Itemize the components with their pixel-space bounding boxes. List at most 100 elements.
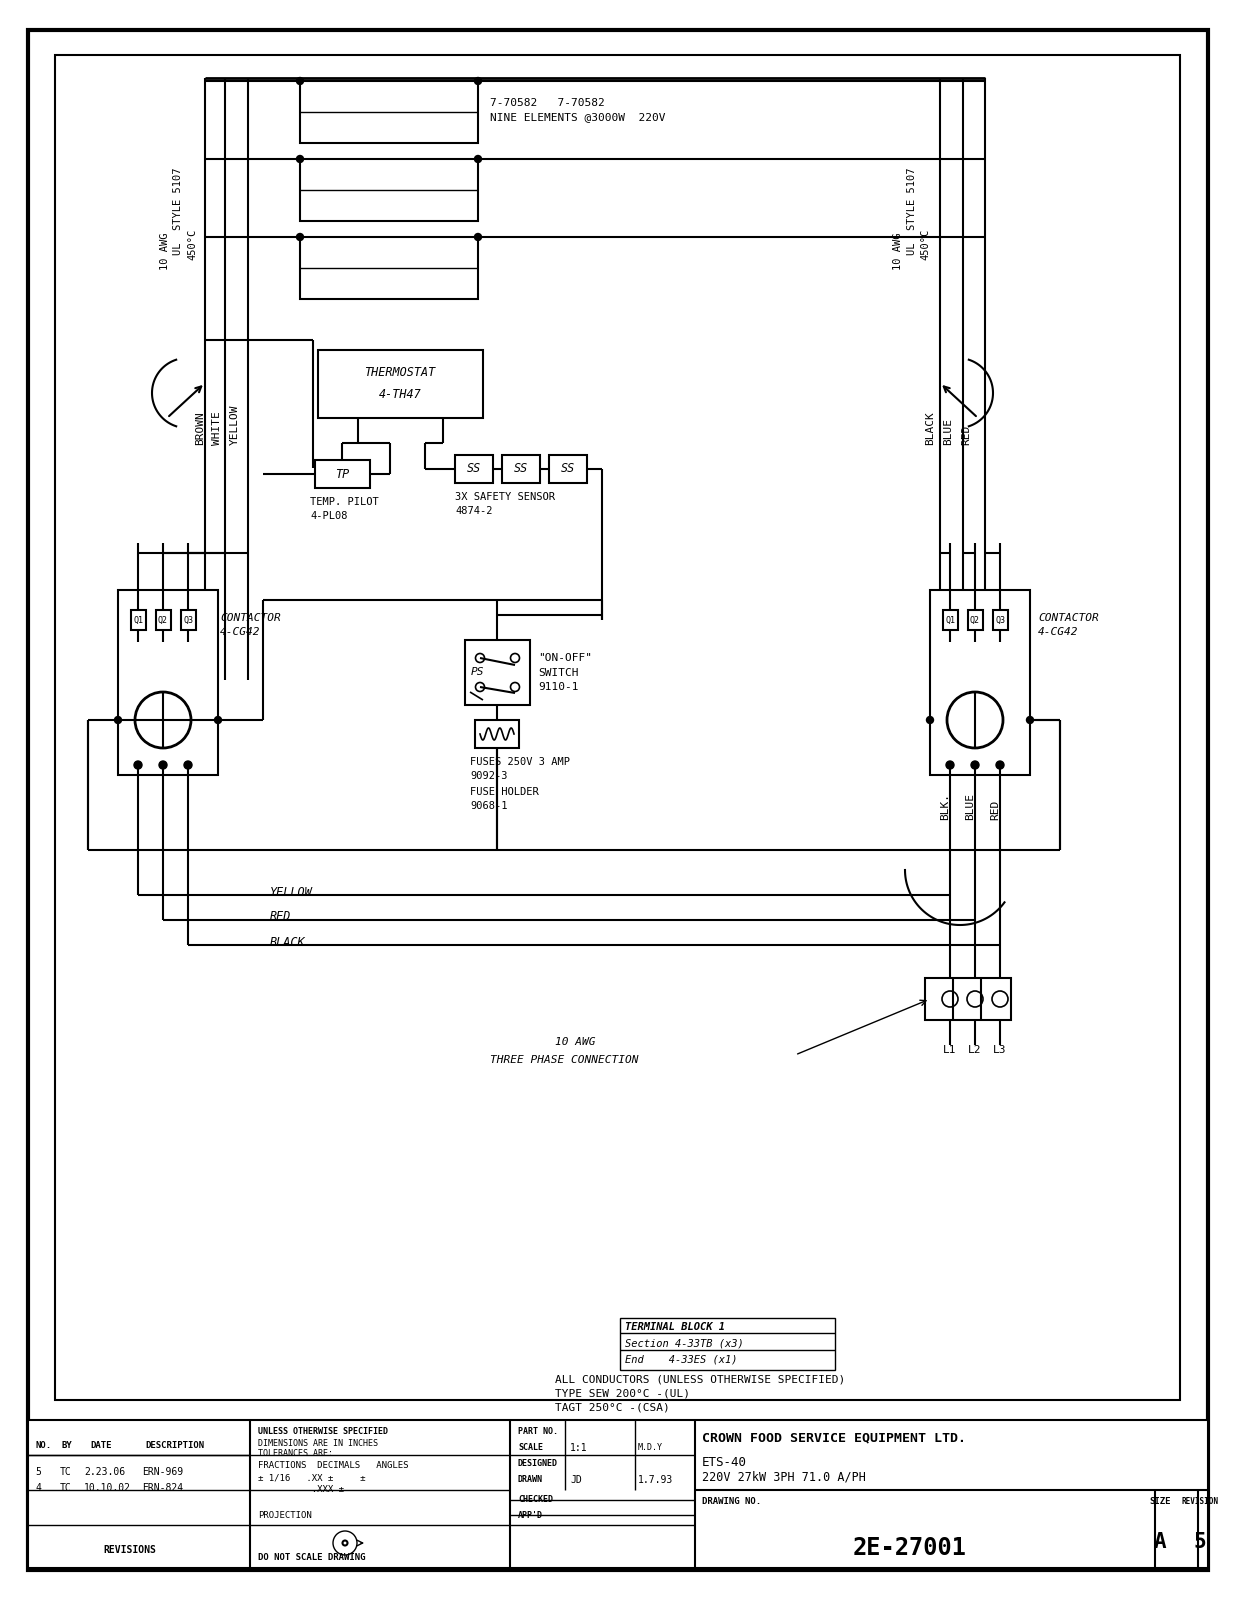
Text: Q3: Q3: [995, 616, 1004, 624]
Text: UL  STYLE 5107: UL STYLE 5107: [907, 168, 917, 254]
Text: BLACK: BLACK: [270, 936, 306, 949]
Text: SWITCH: SWITCH: [538, 669, 579, 678]
Bar: [925, 978, 1011, 1021]
Text: BLUE: BLUE: [965, 794, 975, 819]
Text: End    4-33ES (x1): End 4-33ES (x1): [625, 1354, 737, 1363]
Bar: [943, 610, 957, 630]
Text: APP'D: APP'D: [518, 1512, 543, 1520]
Bar: [181, 610, 195, 630]
Text: ERN-969: ERN-969: [142, 1467, 183, 1477]
Text: 10.10.02: 10.10.02: [84, 1483, 131, 1493]
Circle shape: [475, 234, 481, 240]
Bar: [475, 720, 520, 749]
Text: Section 4-33TB (x3): Section 4-33TB (x3): [625, 1338, 743, 1347]
Text: BROWN: BROWN: [195, 411, 205, 445]
Text: PART NO.: PART NO.: [518, 1427, 558, 1437]
Text: DESIGNED: DESIGNED: [518, 1459, 558, 1469]
Circle shape: [115, 717, 121, 723]
Bar: [549, 454, 588, 483]
Text: 1.7.93: 1.7.93: [638, 1475, 673, 1485]
Text: RED: RED: [270, 910, 292, 923]
Text: Q1: Q1: [134, 616, 143, 624]
Text: TC: TC: [61, 1467, 72, 1477]
Text: 450°C: 450°C: [187, 229, 197, 259]
Text: REVISION: REVISION: [1181, 1498, 1218, 1507]
Text: 7-70582   7-70582: 7-70582 7-70582: [490, 98, 605, 109]
Text: YELLOW: YELLOW: [270, 885, 313, 899]
Text: BLK.: BLK.: [940, 794, 950, 819]
Bar: [465, 640, 529, 706]
Text: L1: L1: [944, 1045, 956, 1054]
Text: 4874-2: 4874-2: [455, 506, 492, 515]
Bar: [301, 158, 477, 221]
Bar: [969, 610, 983, 630]
Circle shape: [297, 234, 303, 240]
Circle shape: [927, 717, 934, 723]
Bar: [301, 237, 477, 299]
Wedge shape: [163, 691, 190, 749]
Text: UNLESS OTHERWISE SPECIFIED: UNLESS OTHERWISE SPECIFIED: [259, 1427, 388, 1437]
Bar: [620, 1318, 835, 1370]
Text: PROJECTION: PROJECTION: [259, 1510, 312, 1520]
Text: CONTACTOR: CONTACTOR: [1038, 613, 1098, 622]
Text: L2: L2: [969, 1045, 982, 1054]
Text: BLACK: BLACK: [925, 411, 935, 445]
Text: TEMP. PILOT: TEMP. PILOT: [310, 498, 379, 507]
Text: BY: BY: [62, 1440, 73, 1450]
Text: 220V 27kW 3PH 71.0 A/PH: 220V 27kW 3PH 71.0 A/PH: [703, 1470, 866, 1483]
Text: ± 1/16   .XX ±     ±: ± 1/16 .XX ± ±: [259, 1474, 365, 1483]
Text: THREE PHASE CONNECTION: THREE PHASE CONNECTION: [490, 1054, 638, 1066]
Bar: [301, 82, 477, 142]
Text: TERMINAL BLOCK 1: TERMINAL BLOCK 1: [625, 1322, 725, 1331]
Circle shape: [343, 1541, 348, 1546]
Text: 9068-1: 9068-1: [470, 802, 507, 811]
Text: TP: TP: [335, 467, 349, 480]
Bar: [502, 454, 541, 483]
Text: 9092-3: 9092-3: [470, 771, 507, 781]
Circle shape: [1027, 717, 1033, 723]
Bar: [131, 610, 146, 630]
Text: .XXX ±: .XXX ±: [259, 1485, 344, 1494]
Text: RED: RED: [990, 800, 999, 819]
Text: "ON-OFF": "ON-OFF": [538, 653, 593, 662]
Text: CROWN FOOD SERVICE EQUIPMENT LTD.: CROWN FOOD SERVICE EQUIPMENT LTD.: [703, 1432, 966, 1445]
Text: NINE ELEMENTS @3000W  220V: NINE ELEMENTS @3000W 220V: [490, 112, 666, 122]
Bar: [318, 350, 482, 418]
Text: 4-TH47: 4-TH47: [379, 389, 422, 402]
Circle shape: [946, 762, 954, 770]
Circle shape: [475, 77, 481, 85]
Circle shape: [160, 762, 167, 770]
Text: NO.: NO.: [35, 1440, 51, 1450]
Text: ALL CONDUCTORS (UNLESS OTHERWISE SPECIFIED): ALL CONDUCTORS (UNLESS OTHERWISE SPECIFI…: [555, 1374, 845, 1386]
Text: ETS-40: ETS-40: [703, 1456, 747, 1469]
Text: 450°C: 450°C: [920, 229, 930, 259]
Bar: [315, 461, 370, 488]
Text: M.D.Y: M.D.Y: [638, 1443, 663, 1453]
Circle shape: [996, 762, 1004, 770]
Bar: [118, 590, 218, 774]
Text: 2.23.06: 2.23.06: [84, 1467, 125, 1477]
Text: SS: SS: [560, 462, 575, 475]
Text: SS: SS: [513, 462, 528, 475]
Circle shape: [297, 77, 303, 85]
Text: 2E-27001: 2E-27001: [854, 1536, 967, 1560]
Text: 10 AWG: 10 AWG: [160, 232, 169, 270]
Text: DIMENSIONS ARE IN INCHES: DIMENSIONS ARE IN INCHES: [259, 1438, 379, 1448]
Text: UL  STYLE 5107: UL STYLE 5107: [173, 168, 183, 254]
Text: Q1: Q1: [945, 616, 955, 624]
Text: YELLOW: YELLOW: [230, 405, 240, 445]
Text: 9110-1: 9110-1: [538, 682, 579, 691]
Text: 5: 5: [1194, 1533, 1206, 1552]
Text: 4-CG42: 4-CG42: [220, 627, 261, 637]
Text: Q2: Q2: [970, 616, 980, 624]
Text: DRAWN: DRAWN: [518, 1475, 543, 1485]
Circle shape: [475, 155, 481, 163]
Text: 3X SAFETY SENSOR: 3X SAFETY SENSOR: [455, 493, 555, 502]
Bar: [54, 54, 1180, 1400]
Text: SCALE: SCALE: [518, 1443, 543, 1453]
Text: 10 AWG: 10 AWG: [893, 232, 903, 270]
Text: 1:1: 1:1: [570, 1443, 588, 1453]
Text: RED: RED: [961, 424, 971, 445]
Text: TAGT 250°C -(CSA): TAGT 250°C -(CSA): [555, 1403, 669, 1413]
Circle shape: [297, 155, 303, 163]
